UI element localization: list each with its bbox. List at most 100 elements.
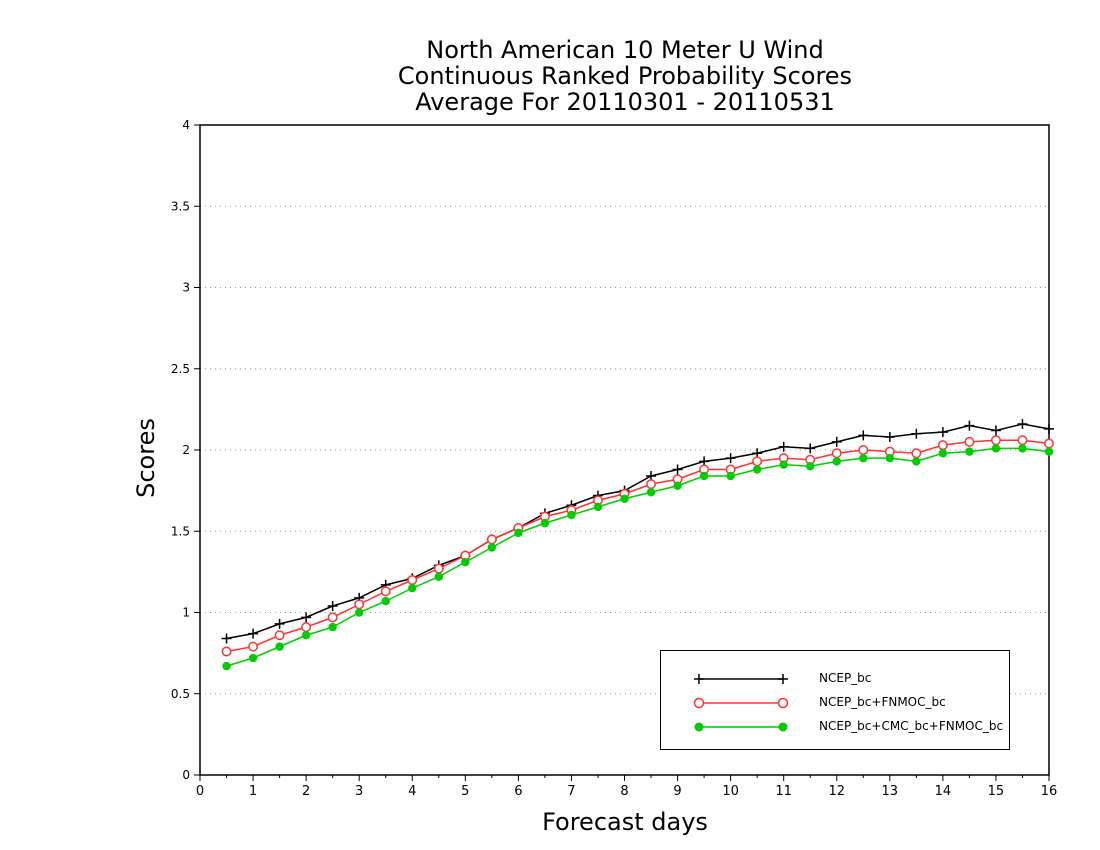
series-line-2 <box>226 447 1050 667</box>
data-point-s1-29 <box>990 435 1001 446</box>
data-point-s0-24 <box>858 430 869 441</box>
data-point-s0-27 <box>937 427 948 438</box>
data-point-s2-8 <box>434 572 443 581</box>
data-point-s2-14 <box>593 502 603 512</box>
data-point-s2-5 <box>354 608 364 617</box>
x-tick-label-9: 9 <box>673 784 681 799</box>
legend-item-ncep-bc: NCEP_bc <box>661 667 1009 691</box>
data-point-s0-19 <box>725 453 736 464</box>
x-tick-label-7: 7 <box>567 784 575 799</box>
data-point-s1-3 <box>301 622 312 633</box>
data-point-s2-31 <box>1044 447 1054 456</box>
data-point-s2-10 <box>487 543 497 552</box>
data-point-s2-3 <box>301 631 311 640</box>
data-point-s2-13 <box>567 510 576 520</box>
data-point-s2-2 <box>275 642 284 651</box>
data-point-s2-15 <box>620 494 629 503</box>
data-point-s0-21 <box>778 441 789 452</box>
data-point-s2-4 <box>328 622 337 632</box>
legend-label-ncep-bc: NCEP_bc <box>819 671 872 685</box>
data-point-s1-20 <box>752 456 763 467</box>
data-point-s2-23 <box>832 457 841 466</box>
data-point-s1-0 <box>221 646 232 657</box>
chart-title-line-2: Continuous Ranked Probability Scores <box>397 62 853 90</box>
y-tick-label-1.5: 1.5 <box>171 524 190 538</box>
data-point-s1-5 <box>354 599 365 610</box>
data-point-s2-24 <box>859 453 868 463</box>
data-point-s2-25 <box>885 453 895 463</box>
axes: 00.511.522.533.540 1 2 3 4 5 6 7 8 9 10 11 12 13 14 15 1… <box>171 118 1057 799</box>
y-tick-label-3.5: 3.5 <box>171 199 190 213</box>
data-point-s2-11 <box>514 528 523 538</box>
data-point-s0-31 <box>1044 423 1054 434</box>
data-point-s1-4 <box>327 612 338 623</box>
data-point-s2-7 <box>408 583 417 593</box>
data-point-s2-18 <box>699 471 709 481</box>
data-point-s2-17 <box>673 481 682 490</box>
data-point-s2-28 <box>965 447 974 456</box>
data-point-s0-25 <box>884 432 895 442</box>
x-tick-label-2: 2 <box>302 784 310 799</box>
data-point-s2-29 <box>991 444 1001 453</box>
legend-label-ncep-cmc-fnmoc: NCEP_bc+CMC_bc+FNMOC_bc <box>819 719 1004 733</box>
data-point-s0-23 <box>831 436 842 447</box>
data-point-s2-19 <box>726 471 735 481</box>
chart-title-line-1: North American 10 Meter U Wind <box>426 36 824 64</box>
data-point-s1-16 <box>646 479 656 490</box>
data-point-s2-16 <box>646 488 656 497</box>
data-point-s1-30 <box>1017 435 1028 446</box>
legend-swatch-ncep-cmc-fnmoc <box>694 722 788 732</box>
data-point-s1-2 <box>274 630 285 641</box>
data-point-s0-28 <box>964 420 975 431</box>
data-point-s2-21 <box>779 460 788 469</box>
data-point-s0-22 <box>805 443 816 454</box>
series-lines <box>221 419 1054 671</box>
y-tick-label-4: 4 <box>182 118 190 132</box>
data-point-s2-1 <box>248 653 258 663</box>
data-point-s0-29 <box>990 425 1001 436</box>
legend-swatch-ncep-fnmoc <box>693 697 789 709</box>
x-tick-label-15: 15 <box>988 784 1005 799</box>
x-tick-label-10: 10 <box>722 784 739 799</box>
data-point-s0-17 <box>672 464 683 475</box>
data-point-s1-27 <box>937 440 948 451</box>
data-point-s0-2 <box>274 618 285 629</box>
data-point-s0-26 <box>911 428 922 439</box>
x-tick-label-11: 11 <box>775 784 792 799</box>
data-point-s1-1 <box>248 641 259 652</box>
legend-item-ncep-fnmoc: NCEP_bc+FNMOC_bc <box>661 691 1009 715</box>
data-point-s0-1 <box>248 628 259 639</box>
data-point-s2-26 <box>912 457 921 466</box>
y-tick-label-0.5: 0.5 <box>171 687 190 701</box>
data-point-s2-6 <box>381 596 390 606</box>
data-point-s1-7 <box>407 575 418 585</box>
data-point-s2-22 <box>806 462 815 471</box>
data-point-s2-0 <box>222 661 231 671</box>
series-line-1 <box>226 439 1050 653</box>
x-tick-label-13: 13 <box>882 784 899 799</box>
grid-lines <box>200 205 1049 695</box>
data-point-s1-26 <box>911 448 922 459</box>
x-tick-label-14: 14 <box>935 784 952 799</box>
data-point-s2-27 <box>938 449 948 458</box>
x-tick-label-12: 12 <box>828 784 845 799</box>
x-axis-label: Forecast days <box>542 808 708 836</box>
x-tick-label-5: 5 <box>461 784 469 799</box>
data-point-s1-23 <box>831 448 842 459</box>
legend-item-ncep-cmc-fnmoc: NCEP_bc+CMC_bc+FNMOC_bc <box>661 715 1009 739</box>
data-point-s2-20 <box>752 465 762 474</box>
data-point-s1-6 <box>380 586 391 597</box>
data-point-s0-30 <box>1017 419 1028 429</box>
data-point-s1-24 <box>858 445 869 455</box>
x-tick-label-4: 4 <box>408 784 416 799</box>
data-point-s0-0 <box>221 633 232 644</box>
legend-swatch-ncep-bc <box>694 674 788 684</box>
chart-legend: NCEP_bc NCEP_bc+FNMOC_bc NCEP_bc+CMC_bc+… <box>660 650 1010 750</box>
legend-label-ncep-fnmoc: NCEP_bc+FNMOC_bc <box>819 695 946 709</box>
data-point-s2-12 <box>540 518 550 528</box>
data-point-s0-3 <box>301 612 312 623</box>
data-point-s1-28 <box>964 436 975 447</box>
data-point-s2-30 <box>1018 444 1027 453</box>
x-tick-label-1: 1 <box>249 784 257 799</box>
